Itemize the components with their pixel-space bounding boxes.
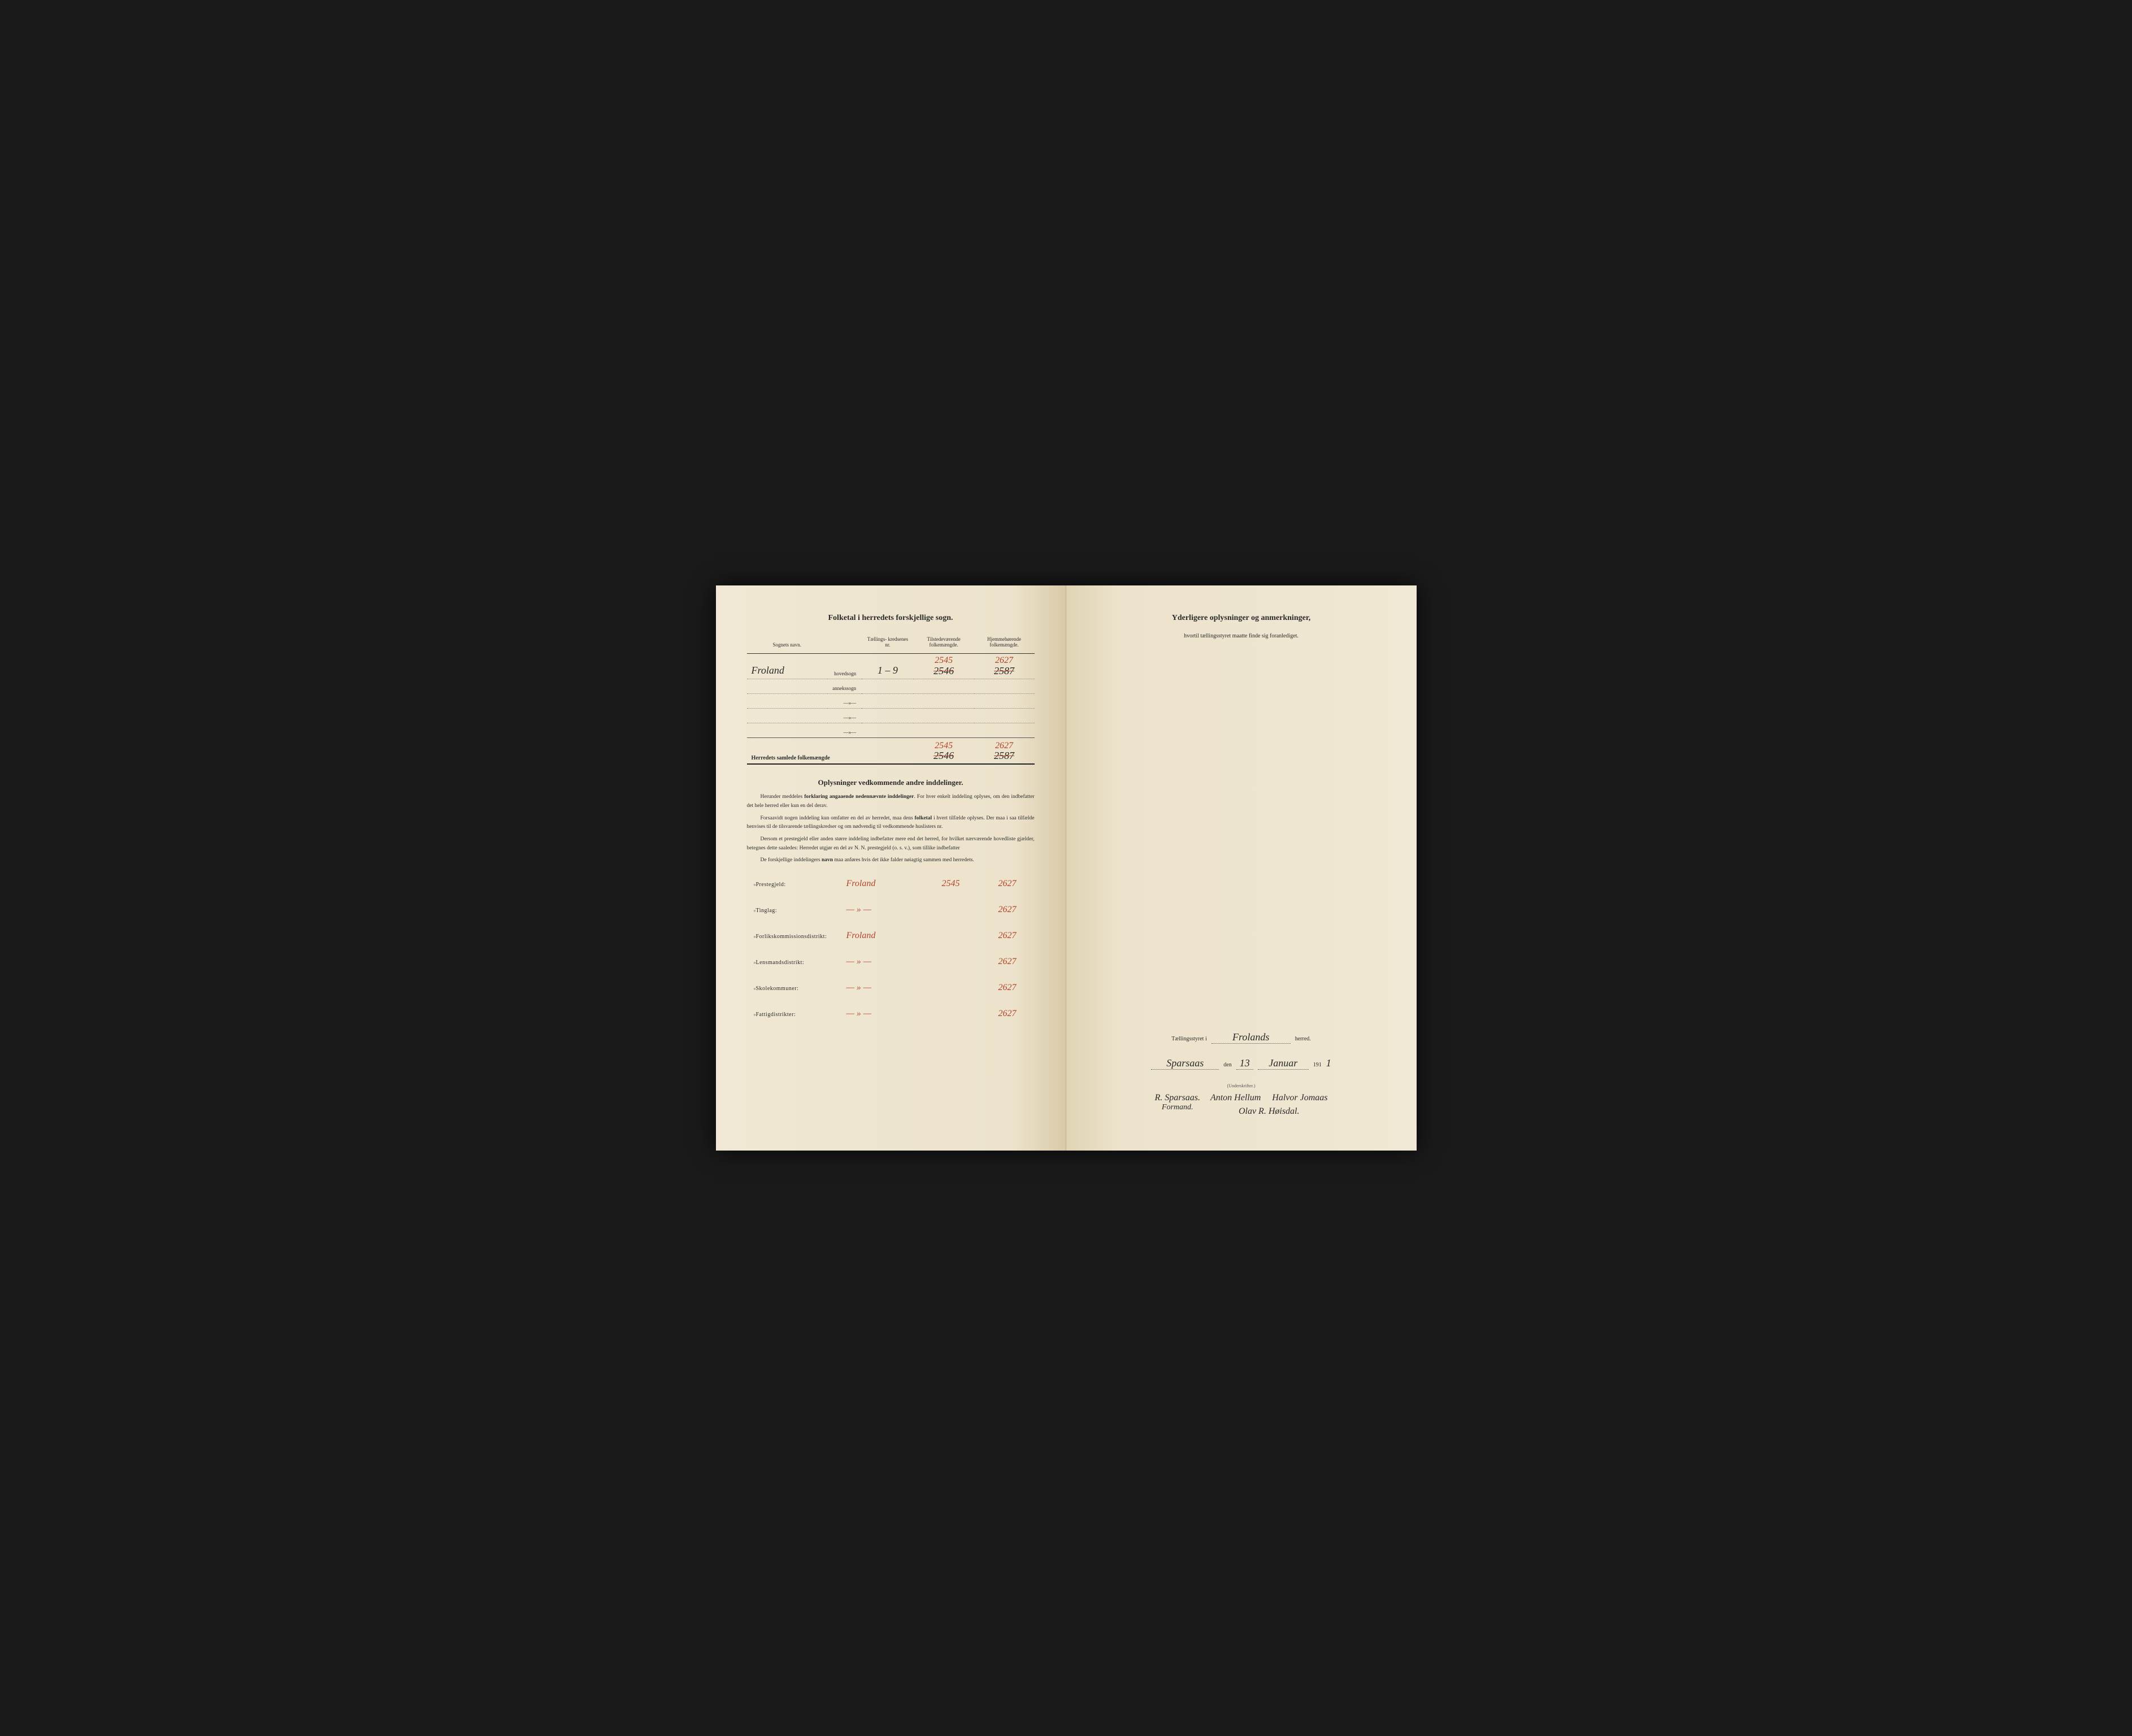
- sub-name: — » —: [846, 1009, 920, 1019]
- para3: Dersom et prestegjeld eller anden større…: [747, 835, 1035, 853]
- signature: R. Sparsaas.: [1155, 1093, 1200, 1103]
- date-line: Sparsaas den 13 Januar 191 1: [1097, 1057, 1386, 1070]
- sub-name: — » —: [846, 983, 920, 993]
- l1-pre: Tællingsstyret i: [1171, 1036, 1207, 1042]
- hovedsogn-label: hovedsogn: [827, 654, 862, 679]
- right-page: Yderligere oplysninger og anmerkninger, …: [1066, 585, 1417, 1151]
- left-title: Folketal i herredets forskjellige sogn.: [747, 614, 1035, 623]
- tilst-red: 2545: [935, 656, 953, 666]
- col-kreds: Tællings- kredsenes nr.: [862, 633, 914, 654]
- right-subtitle: hvortil tællingsstyret maatte finde sig …: [1097, 633, 1386, 639]
- sogn-table: Sognets navn. Tællings- kredsenes nr. Ti…: [747, 633, 1035, 765]
- sub-v1: 2545: [920, 879, 982, 889]
- annekssogn-label: annekssogn: [827, 679, 862, 693]
- sub-v2: 2627: [982, 879, 1033, 889]
- year-pre: 191: [1313, 1062, 1322, 1068]
- den: den: [1223, 1062, 1231, 1068]
- sub-v2: 2627: [982, 931, 1033, 941]
- sub-label: Tinglag:: [756, 908, 846, 914]
- signatures: R. Sparsaas. Formand. Anton Hellum Halvo…: [1097, 1093, 1386, 1117]
- total-tilst-black: 2546: [933, 750, 954, 761]
- sub-name: — » —: [846, 905, 920, 915]
- col-sognets-navn: Sognets navn.: [747, 633, 828, 654]
- total-hjem-black: 2587: [994, 750, 1014, 761]
- sub-name: Froland: [846, 879, 920, 889]
- para1: Herunder meddeles forklaring angaaende n…: [747, 793, 1035, 810]
- total-tilst-red: 2545: [935, 741, 953, 751]
- signature-block: Tællingsstyret i Frolands herred. Sparsa…: [1097, 1031, 1386, 1117]
- table-row: Froland hovedsogn 1 – 9 2545 2546 2627 2…: [747, 654, 1035, 679]
- sub-row: » Lensmandsdistrikt: — » — 2627: [747, 957, 1035, 967]
- sub-v2: 2627: [982, 957, 1033, 967]
- signature: Olav R. Høisdal.: [1239, 1106, 1300, 1117]
- section2-title: Oplysninger vedkommende andre inddelinge…: [747, 778, 1035, 787]
- total-hjem-red: 2627: [995, 741, 1013, 751]
- signature: Anton Hellum: [1210, 1093, 1261, 1103]
- day: 13: [1236, 1057, 1253, 1070]
- sub-v2: 2627: [982, 905, 1033, 915]
- tilst-black: 2546: [933, 666, 954, 676]
- sub-row: » Fattigdistrikter: — » — 2627: [747, 1009, 1035, 1019]
- do-label: —»—: [827, 693, 862, 708]
- sub-label: Prestegjeld:: [756, 882, 846, 888]
- herred-name: Frolands: [1212, 1031, 1291, 1044]
- sub-row: » Skolekommuner: — » — 2627: [747, 983, 1035, 993]
- sub-label: Lensmandsdistrikt:: [756, 960, 846, 966]
- sogn-name: Froland: [752, 665, 784, 676]
- sub-name: Froland: [846, 931, 920, 941]
- sub-label: Fattigdistrikter:: [756, 1012, 846, 1018]
- sub-v2: 2627: [982, 1009, 1033, 1019]
- sub-name: — » —: [846, 957, 920, 967]
- herred-line: Tællingsstyret i Frolands herred.: [1097, 1031, 1386, 1044]
- kreds-val: 1 – 9: [878, 665, 898, 676]
- sub-row: » Prestegjeld: Froland 2545 2627: [747, 879, 1035, 889]
- l1-post: herred.: [1295, 1036, 1311, 1042]
- subdivisions: » Prestegjeld: Froland 2545 2627 » Tingl…: [747, 879, 1035, 1019]
- do-label: —»—: [827, 723, 862, 737]
- do-label: —»—: [827, 708, 862, 723]
- sub-row: » Forlikskommissionsdistrikt: Froland 26…: [747, 931, 1035, 941]
- table-row: —»—: [747, 693, 1035, 708]
- signature: Halvor Jomaas: [1272, 1093, 1327, 1103]
- col-tilst: Tilstedeværende folkemængde.: [914, 633, 974, 654]
- sub-v2: 2627: [982, 983, 1033, 993]
- sub-label: Forlikskommissionsdistrikt:: [756, 934, 846, 940]
- right-title: Yderligere oplysninger og anmerkninger,: [1097, 614, 1386, 623]
- table-row: annekssogn: [747, 679, 1035, 693]
- hjem-red: 2627: [995, 656, 1013, 666]
- underskrifter-label: (Underskrifter.): [1097, 1083, 1386, 1088]
- place: Sparsaas: [1151, 1057, 1219, 1070]
- sub-row: » Tinglag: — » — 2627: [747, 905, 1035, 915]
- year-suf: 1: [1326, 1057, 1331, 1069]
- total-label: Herredets samlede folkemængde: [747, 737, 862, 764]
- table-row: —»—: [747, 723, 1035, 737]
- table-row: —»—: [747, 708, 1035, 723]
- total-row: Herredets samlede folkemængde 2545 2546 …: [747, 737, 1035, 764]
- signature-role: Formand.: [1162, 1103, 1193, 1112]
- book-spread: Folketal i herredets forskjellige sogn. …: [716, 585, 1417, 1151]
- para4: De forskjellige inddelingers navn maa an…: [747, 856, 1035, 865]
- month: Januar: [1258, 1057, 1309, 1070]
- sub-label: Skolekommuner:: [756, 986, 846, 992]
- left-page: Folketal i herredets forskjellige sogn. …: [716, 585, 1066, 1151]
- para2: Forsaavidt nogen inddeling kun omfatter …: [747, 814, 1035, 832]
- hjem-black: 2587: [994, 666, 1014, 676]
- col-hjem: Hjemmehørende folkemængde.: [974, 633, 1035, 654]
